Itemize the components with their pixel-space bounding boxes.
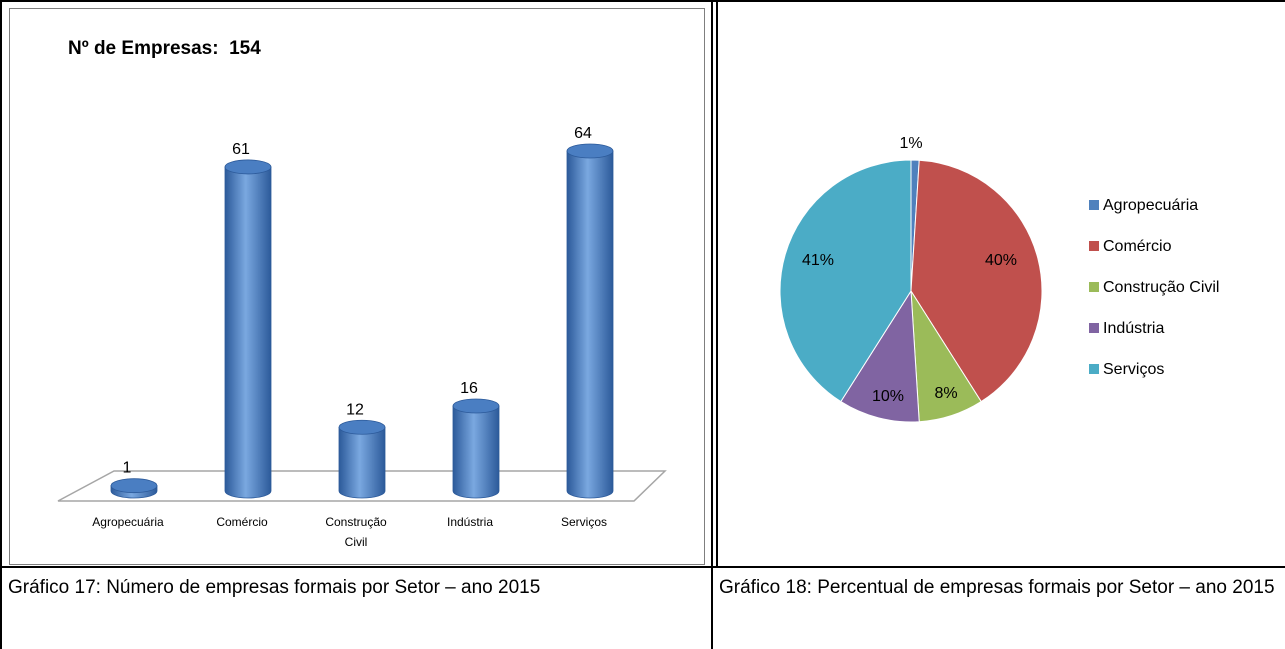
table-border-middle-a	[711, 0, 713, 649]
bar-value-label: 64	[574, 125, 592, 142]
bar	[567, 144, 613, 498]
pie-data-label: 10%	[872, 388, 904, 405]
category-label: Civil	[345, 535, 368, 549]
bar-value-label: 16	[460, 380, 478, 397]
bar-chart-panel: Nº de Empresas: 154 1 61 12 16 64 Agropecuár…	[9, 8, 705, 565]
pie-chart-caption: Gráfico 18: Percentual de empresas forma…	[719, 576, 1279, 599]
legend-item: Indústria	[1089, 320, 1164, 337]
legend-label: Construção Civil	[1103, 279, 1219, 296]
bar	[111, 479, 157, 498]
bar-chart-caption: Gráfico 17: Número de empresas formais p…	[8, 576, 708, 599]
category-label: Construção	[325, 515, 387, 529]
legend-label: Comércio	[1103, 238, 1172, 255]
pie-data-label: 1%	[899, 135, 922, 152]
bar	[225, 160, 271, 498]
pie-data-label: 8%	[934, 385, 957, 402]
pie-data-label: 40%	[985, 252, 1017, 269]
legend-label: Indústria	[1103, 320, 1164, 337]
table-row-divider	[0, 566, 1285, 568]
legend-item: Construção Civil	[1089, 279, 1219, 296]
bar	[453, 399, 499, 498]
category-label: Serviços	[561, 515, 607, 529]
category-label: Indústria	[447, 515, 493, 529]
legend-swatch	[1089, 200, 1099, 210]
category-label: Agropecuária	[92, 515, 164, 529]
bar-value-label: 1	[123, 460, 132, 477]
legend-swatch	[1089, 323, 1099, 333]
bar-chart: Nº de Empresas: 154 1 61 12 16 64 Agropecuár…	[10, 9, 704, 564]
table-border-middle-b	[716, 0, 718, 567]
pie-data-label: 41%	[802, 252, 834, 269]
legend-label: Serviços	[1103, 361, 1164, 378]
legend-item: Agropecuária	[1089, 197, 1198, 214]
legend-item: Serviços	[1089, 361, 1164, 378]
pie-chart: 1% 40% 8% 10% 41% Agropecuária Comércio Constr…	[720, 4, 1285, 564]
bar-value-label: 61	[232, 141, 250, 158]
table-border-left	[0, 0, 2, 649]
legend-swatch	[1089, 282, 1099, 292]
legend-swatch	[1089, 241, 1099, 251]
legend-label: Agropecuária	[1103, 197, 1198, 214]
legend-item: Comércio	[1089, 238, 1172, 255]
bar	[339, 420, 385, 498]
table-border-top	[0, 0, 1285, 2]
legend-swatch	[1089, 364, 1099, 374]
pie-chart-panel: 1% 40% 8% 10% 41% Agropecuária Comércio Constr…	[720, 4, 1285, 564]
category-label: Comércio	[216, 515, 268, 529]
bar-chart-title: Nº de Empresas: 154	[68, 38, 261, 59]
bar-value-label: 12	[346, 401, 364, 418]
